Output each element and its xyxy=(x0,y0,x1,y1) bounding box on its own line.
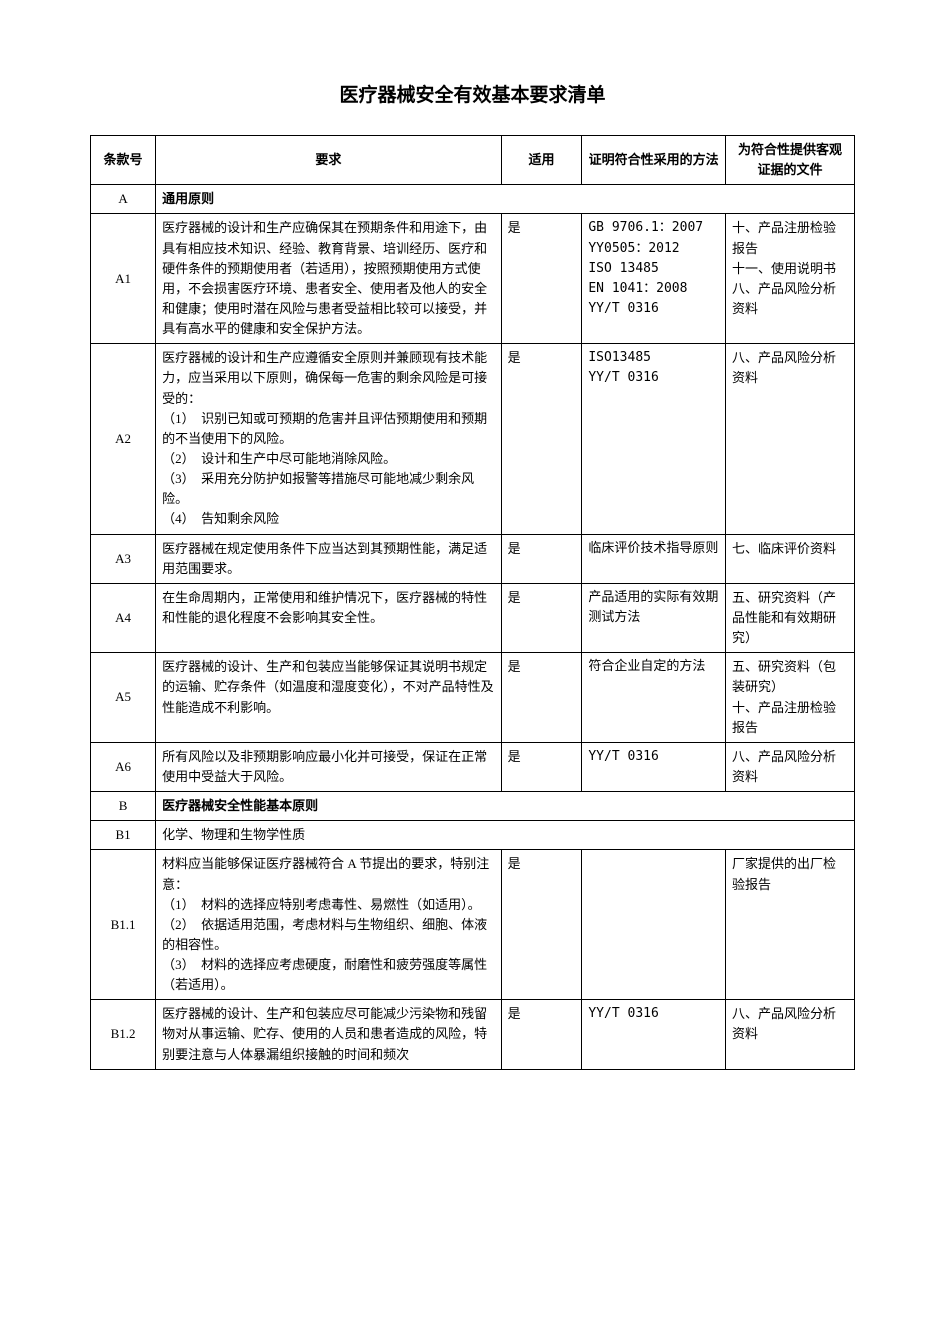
row-id: B xyxy=(91,792,156,821)
table-row: B1.2医疗器械的设计、生产和包装应尽可能减少污染物和残留物对从事运输、贮存、使… xyxy=(91,1000,855,1069)
row-method: 符合企业自定的方法 xyxy=(582,653,726,743)
row-id: B1 xyxy=(91,821,156,850)
requirements-table: 条款号 要求 适用 证明符合性采用的方法 为符合性提供客观证据的文件 A通用原则… xyxy=(90,135,855,1070)
row-id: A xyxy=(91,185,156,214)
table-row: A通用原则 xyxy=(91,185,855,214)
table-row: A6所有风险以及非预期影响应最小化并可接受，保证在正常使用中受益大于风险。是YY… xyxy=(91,742,855,791)
table-row: B1化学、物理和生物学性质 xyxy=(91,821,855,850)
row-section-title: 通用原则 xyxy=(156,185,855,214)
row-applicable: 是 xyxy=(501,344,582,534)
row-applicable: 是 xyxy=(501,534,582,583)
row-document: 八、产品风险分析资料 xyxy=(725,1000,854,1069)
row-document: 五、研究资料（产品性能和有效期研究） xyxy=(725,583,854,652)
col-header-id: 条款号 xyxy=(91,136,156,185)
row-requirement: 材料应当能够保证医疗器械符合 A 节提出的要求，特别注意： （1） 材料的选择应… xyxy=(156,850,502,1000)
row-id: A4 xyxy=(91,583,156,652)
table-row: A1医疗器械的设计和生产应确保其在预期条件和用途下，由具有相应技术知识、经验、教… xyxy=(91,214,855,344)
row-requirement: 医疗器械的设计、生产和包装应当能够保证其说明书规定的运输、贮存条件（如温度和湿度… xyxy=(156,653,502,743)
row-id: A3 xyxy=(91,534,156,583)
col-header-document: 为符合性提供客观证据的文件 xyxy=(725,136,854,185)
row-applicable: 是 xyxy=(501,850,582,1000)
row-method xyxy=(582,850,726,1000)
row-method: 产品适用的实际有效期测试方法 xyxy=(582,583,726,652)
row-requirement: 所有风险以及非预期影响应最小化并可接受，保证在正常使用中受益大于风险。 xyxy=(156,742,502,791)
row-requirement: 医疗器械的设计、生产和包装应尽可能减少污染物和残留物对从事运输、贮存、使用的人员… xyxy=(156,1000,502,1069)
row-applicable: 是 xyxy=(501,1000,582,1069)
row-method: ISO13485 YY/T 0316 xyxy=(582,344,726,534)
row-applicable: 是 xyxy=(501,653,582,743)
col-header-applicable: 适用 xyxy=(501,136,582,185)
table-row: A2医疗器械的设计和生产应遵循安全原则并兼顾现有技术能力，应当采用以下原则，确保… xyxy=(91,344,855,534)
table-row: A3医疗器械在规定使用条件下应当达到其预期性能，满足适用范围要求。是临床评价技术… xyxy=(91,534,855,583)
table-row: B1.1材料应当能够保证医疗器械符合 A 节提出的要求，特别注意： （1） 材料… xyxy=(91,850,855,1000)
row-id: A1 xyxy=(91,214,156,344)
table-body: A通用原则A1医疗器械的设计和生产应确保其在预期条件和用途下，由具有相应技术知识… xyxy=(91,185,855,1069)
row-applicable: 是 xyxy=(501,214,582,344)
row-document: 厂家提供的出厂检验报告 xyxy=(725,850,854,1000)
col-header-requirement: 要求 xyxy=(156,136,502,185)
row-id: A6 xyxy=(91,742,156,791)
page-title: 医疗器械安全有效基本要求清单 xyxy=(90,80,855,107)
col-header-method: 证明符合性采用的方法 xyxy=(582,136,726,185)
row-document: 八、产品风险分析资料 xyxy=(725,742,854,791)
row-id: A2 xyxy=(91,344,156,534)
row-document: 七、临床评价资料 xyxy=(725,534,854,583)
row-id: A5 xyxy=(91,653,156,743)
table-row: B医疗器械安全性能基本原则 xyxy=(91,792,855,821)
row-method: GB 9706.1：2007 YY0505：2012 ISO 13485 EN … xyxy=(582,214,726,344)
row-applicable: 是 xyxy=(501,742,582,791)
row-id: B1.2 xyxy=(91,1000,156,1069)
row-requirement: 医疗器械在规定使用条件下应当达到其预期性能，满足适用范围要求。 xyxy=(156,534,502,583)
row-section-title: 化学、物理和生物学性质 xyxy=(156,821,855,850)
table-row: A5医疗器械的设计、生产和包装应当能够保证其说明书规定的运输、贮存条件（如温度和… xyxy=(91,653,855,743)
row-requirement: 在生命周期内，正常使用和维护情况下，医疗器械的特性和性能的退化程度不会影响其安全… xyxy=(156,583,502,652)
table-row: A4在生命周期内，正常使用和维护情况下，医疗器械的特性和性能的退化程度不会影响其… xyxy=(91,583,855,652)
row-requirement: 医疗器械的设计和生产应确保其在预期条件和用途下，由具有相应技术知识、经验、教育背… xyxy=(156,214,502,344)
row-method: YY/T 0316 xyxy=(582,1000,726,1069)
row-method: YY/T 0316 xyxy=(582,742,726,791)
row-document: 十、产品注册检验报告 十一、使用说明书 八、产品风险分析资料 xyxy=(725,214,854,344)
row-document: 八、产品风险分析资料 xyxy=(725,344,854,534)
row-id: B1.1 xyxy=(91,850,156,1000)
row-document: 五、研究资料（包装研究） 十、产品注册检验报告 xyxy=(725,653,854,743)
table-header-row: 条款号 要求 适用 证明符合性采用的方法 为符合性提供客观证据的文件 xyxy=(91,136,855,185)
row-method: 临床评价技术指导原则 xyxy=(582,534,726,583)
row-requirement: 医疗器械的设计和生产应遵循安全原则并兼顾现有技术能力，应当采用以下原则，确保每一… xyxy=(156,344,502,534)
row-section-title: 医疗器械安全性能基本原则 xyxy=(156,792,855,821)
row-applicable: 是 xyxy=(501,583,582,652)
